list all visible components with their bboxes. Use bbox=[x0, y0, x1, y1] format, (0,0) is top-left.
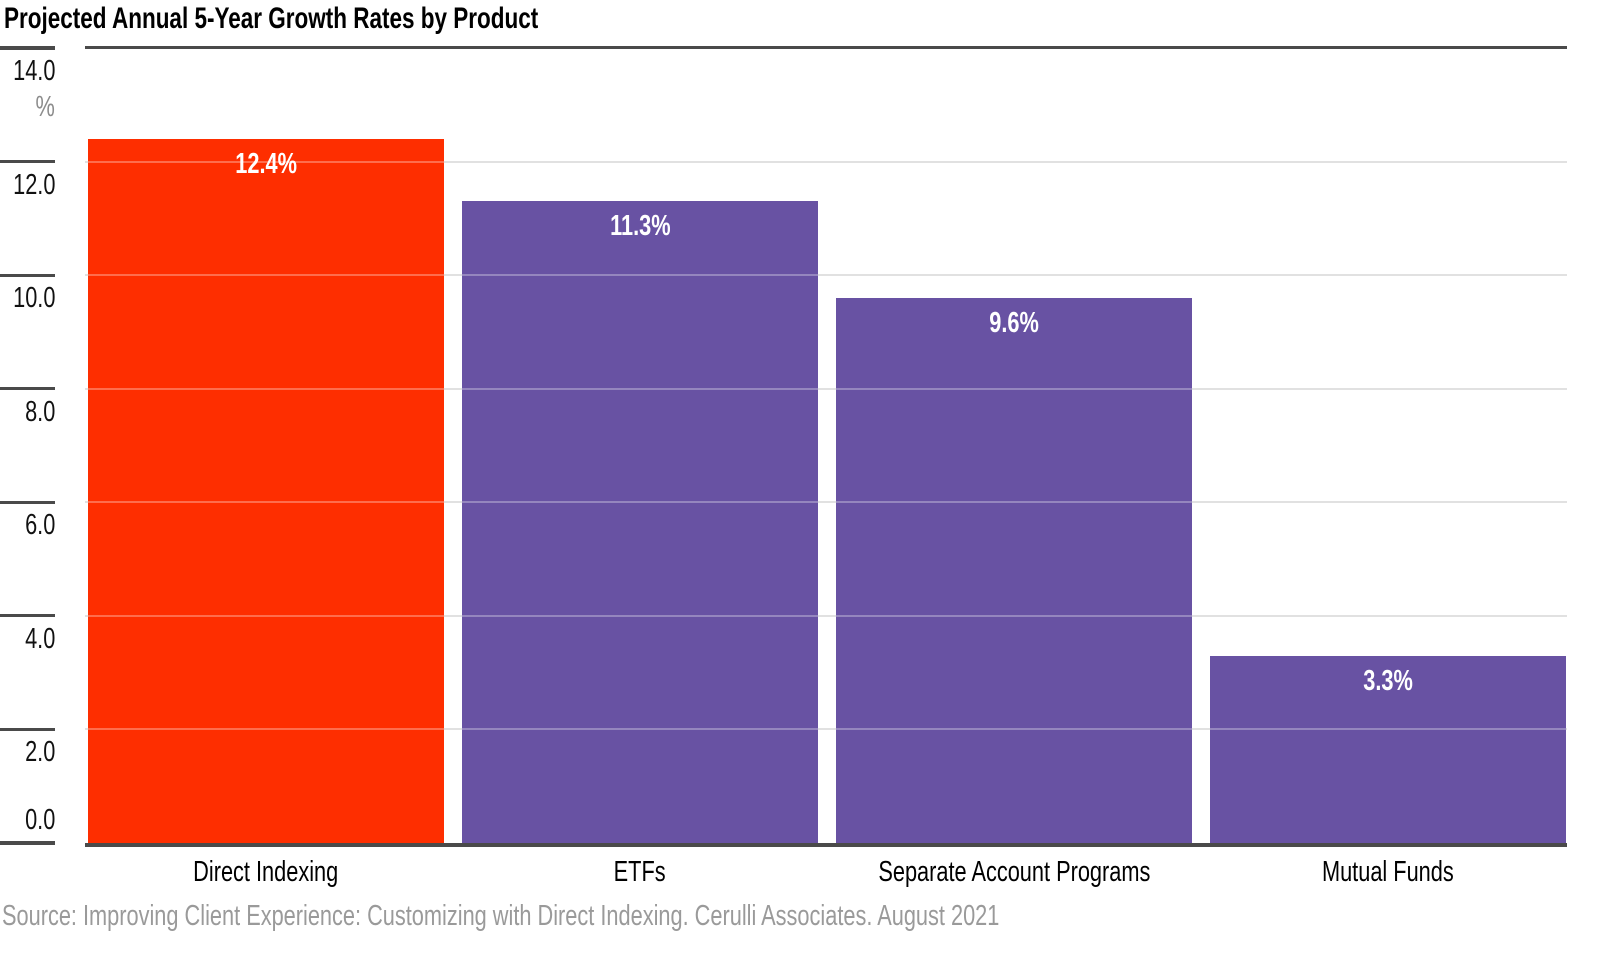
x-axis-label-mutual-funds-text: Mutual Funds bbox=[1322, 856, 1454, 888]
y-axis-tick bbox=[0, 387, 55, 391]
gridline bbox=[85, 274, 1567, 277]
source-note: Source: Improving Client Experience: Cus… bbox=[2, 900, 1332, 933]
y-axis-label: 10.0 bbox=[0, 283, 55, 313]
y-axis-label-text: 10.0 bbox=[12, 282, 55, 315]
x-axis-label-etfs: ETFs bbox=[462, 856, 818, 888]
y-axis-tick bbox=[0, 500, 55, 504]
gridline-overlay bbox=[85, 728, 1567, 731]
x-axis-label-separate-account-programs: Separate Account Programs bbox=[836, 856, 1192, 888]
chart-title-text: Projected Annual 5-Year Growth Rates by … bbox=[4, 2, 539, 35]
y-axis-label: 14.0 bbox=[0, 56, 55, 86]
gridline bbox=[85, 160, 1567, 163]
gridline bbox=[85, 728, 1567, 731]
y-axis-unit: % bbox=[0, 92, 55, 122]
gridline-overlay bbox=[85, 274, 1567, 277]
x-axis-label-direct-indexing-text: Direct Indexing bbox=[193, 856, 339, 888]
gridline-overlay bbox=[85, 501, 1567, 504]
bar-value-label-separate-account-programs-text: 9.6% bbox=[989, 306, 1039, 339]
source-note-text: Source: Improving Client Experience: Cus… bbox=[2, 900, 1000, 932]
bar-value-label-etfs: 11.3% bbox=[462, 211, 818, 241]
gridline bbox=[85, 614, 1567, 617]
y-axis-tick bbox=[0, 160, 55, 164]
y-axis-tick bbox=[0, 46, 55, 50]
y-axis-label-text: 14.0 bbox=[12, 55, 55, 87]
y-axis-label: 12.0 bbox=[0, 170, 55, 200]
bar-value-label-etfs-text: 11.3% bbox=[609, 210, 671, 243]
y-axis-label-text: 2.0 bbox=[24, 736, 55, 769]
y-axis-label-text: 0.0 bbox=[24, 804, 55, 836]
y-axis-label: 6.0 bbox=[0, 510, 55, 540]
axis-baseline bbox=[85, 843, 1567, 847]
gridline bbox=[85, 501, 1567, 504]
x-axis-label-separate-account-programs-text: Separate Account Programs bbox=[877, 856, 1151, 888]
gridline-top bbox=[85, 46, 1567, 49]
y-axis-tick bbox=[0, 614, 55, 618]
y-axis-label: 0.0 bbox=[0, 805, 55, 835]
bar-etfs bbox=[462, 201, 818, 843]
bar-value-label-separate-account-programs: 9.6% bbox=[836, 308, 1192, 338]
y-axis-label: 4.0 bbox=[0, 624, 55, 654]
bar-value-label-mutual-funds-text: 3.3% bbox=[1363, 664, 1413, 697]
y-axis-label: 2.0 bbox=[0, 737, 55, 767]
y-axis-unit-text: % bbox=[35, 91, 55, 123]
y-axis-tick bbox=[0, 841, 55, 845]
x-axis-label-etfs-text: ETFs bbox=[614, 856, 666, 888]
y-axis-label-text: 8.0 bbox=[24, 395, 55, 428]
bar-separate-account-programs bbox=[836, 297, 1192, 843]
bar-direct-indexing bbox=[88, 138, 444, 843]
bar-mutual-funds bbox=[1210, 655, 1566, 843]
x-axis-label-mutual-funds: Mutual Funds bbox=[1210, 856, 1566, 888]
gridline-overlay bbox=[85, 387, 1567, 390]
y-axis-tick bbox=[0, 273, 55, 277]
x-axis-label-direct-indexing: Direct Indexing bbox=[88, 856, 444, 888]
y-axis-label: 8.0 bbox=[0, 397, 55, 427]
y-axis-label-text: 12.0 bbox=[12, 168, 55, 201]
gridline-overlay bbox=[85, 614, 1567, 617]
bar-value-label-direct-indexing-text: 12.4% bbox=[235, 147, 297, 180]
y-axis-label-text: 4.0 bbox=[24, 622, 55, 655]
bar-value-label-direct-indexing: 12.4% bbox=[88, 149, 444, 179]
gridline-overlay bbox=[85, 160, 1567, 163]
y-axis-tick bbox=[0, 727, 55, 731]
y-axis-label-text: 6.0 bbox=[24, 509, 55, 542]
gridline bbox=[85, 387, 1567, 390]
bar-value-label-mutual-funds: 3.3% bbox=[1210, 666, 1566, 696]
chart-title: Projected Annual 5-Year Growth Rates by … bbox=[4, 2, 716, 36]
